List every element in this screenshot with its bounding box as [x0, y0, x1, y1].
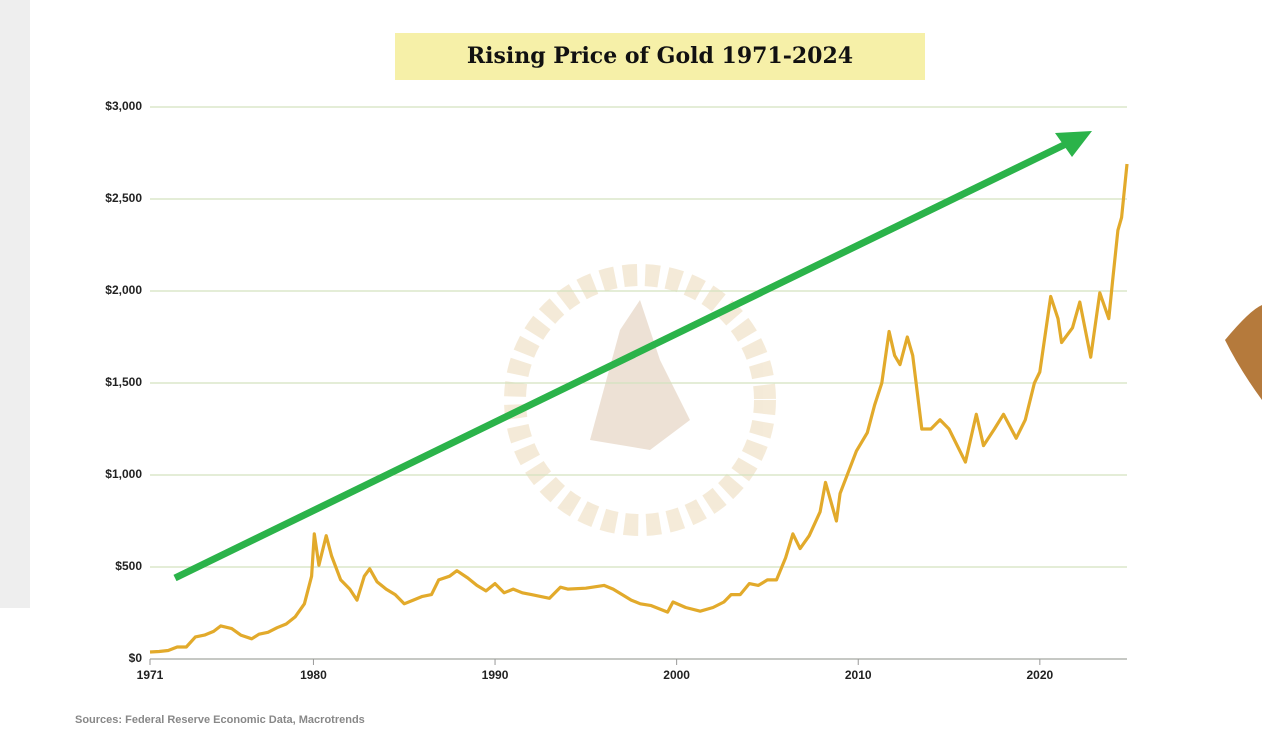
y-tick-label: $3,000 [105, 99, 142, 113]
y-tick-label: $1,500 [105, 375, 142, 389]
y-tick-label: $0 [129, 651, 143, 665]
y-tick-label: $2,500 [105, 191, 142, 205]
y-tick-label: $500 [115, 559, 142, 573]
x-tick-label: 1990 [482, 668, 509, 682]
y-tick-label: $2,000 [105, 283, 142, 297]
chart: Rising Price of Gold 1971-2024 $0 $500 $1,… [0, 0, 1262, 748]
x-tick-label: 2010 [845, 668, 872, 682]
x-tick-label: 2000 [663, 668, 690, 682]
x-tick-label: 2020 [1026, 668, 1053, 682]
page: {"chart_data":{"type":"line","title":"Ri… [0, 0, 1262, 748]
source-note: Sources: Federal Reserve Economic Data, … [75, 714, 365, 726]
trend-arrow [175, 142, 1070, 578]
side-panel [0, 0, 30, 608]
y-tick-label: $1,000 [105, 467, 142, 481]
x-tick-label: 1980 [300, 668, 327, 682]
x-tick-label: 1971 [137, 668, 164, 682]
chart-title: Rising Price of Gold 1971-2024 [467, 43, 853, 69]
edge-object [1225, 305, 1262, 400]
